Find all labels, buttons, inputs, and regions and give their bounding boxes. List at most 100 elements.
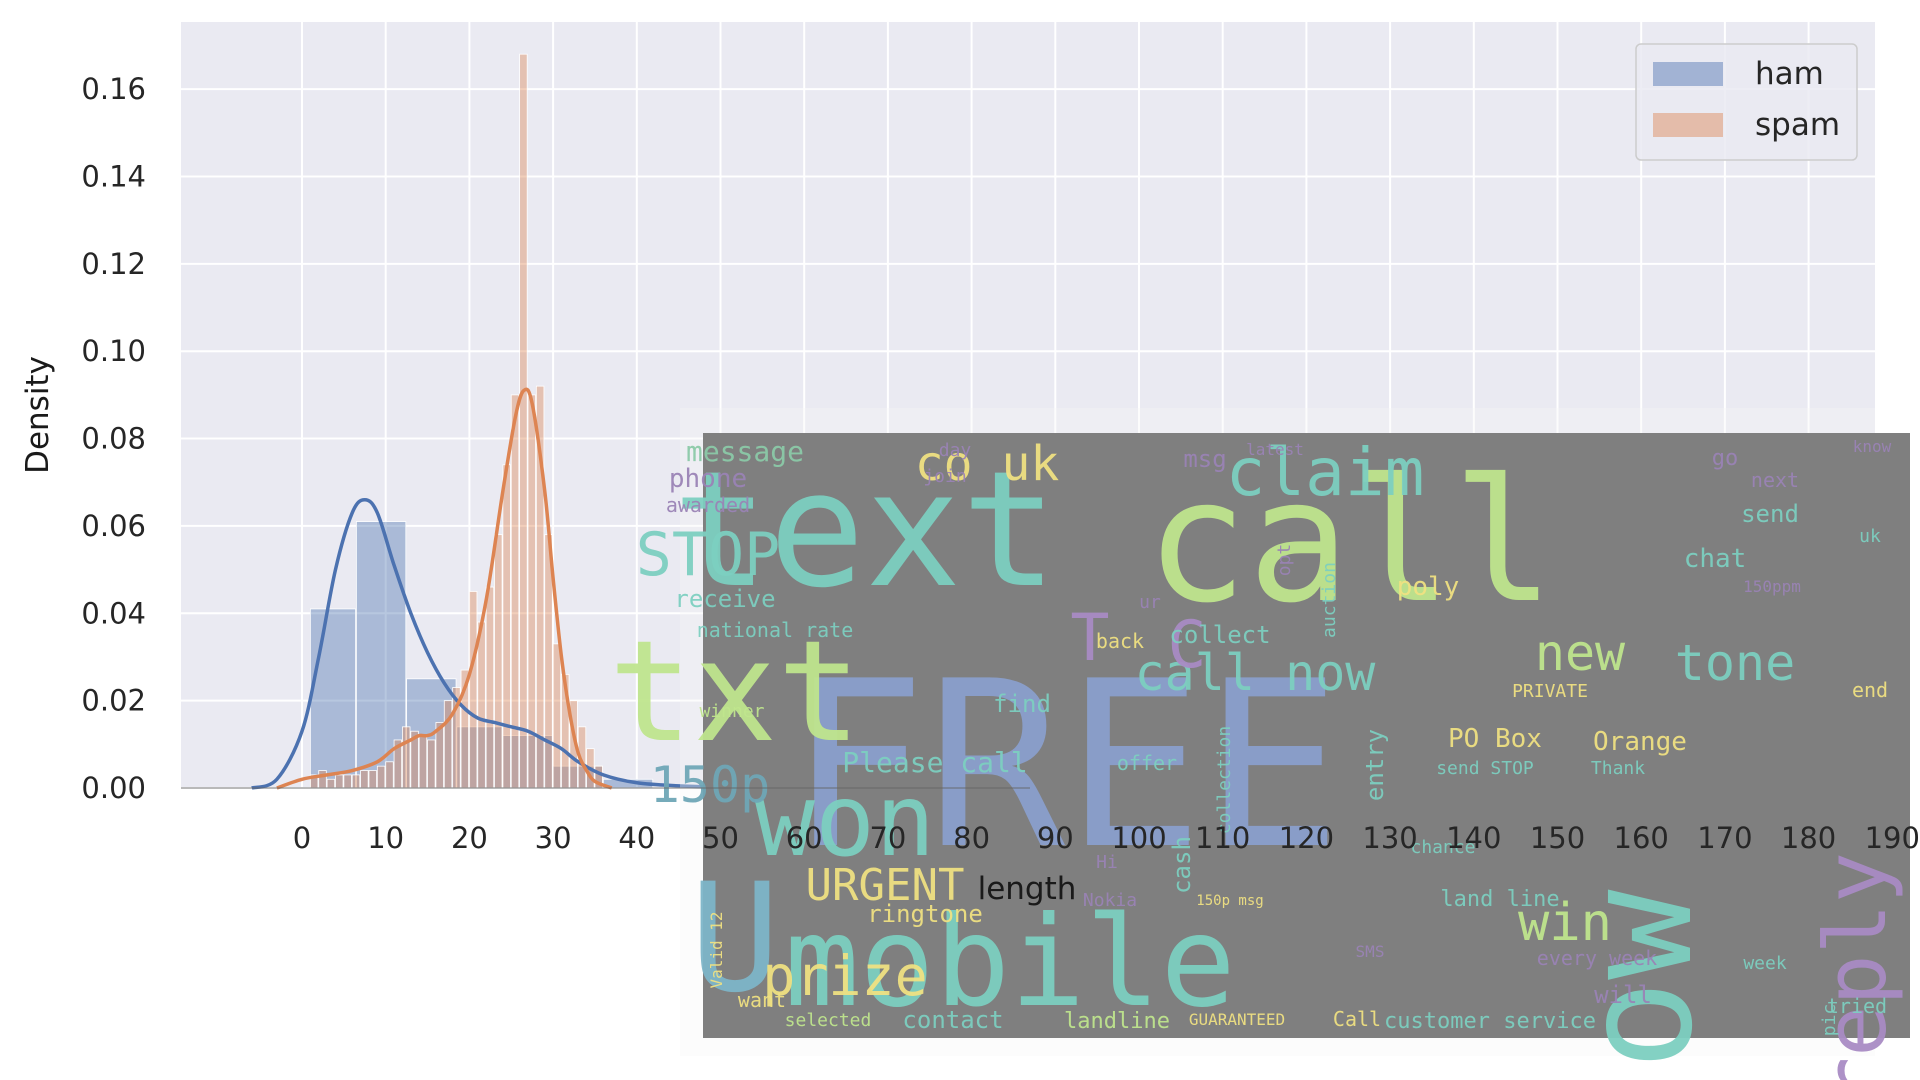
wordcloud-word: entry xyxy=(1361,729,1389,801)
spam-hist-bar xyxy=(335,775,343,788)
x-tick-label: 0 xyxy=(293,821,311,855)
spam-hist-bar xyxy=(486,587,494,788)
wordcloud-word: Orange xyxy=(1593,727,1687,757)
x-tick-label: 70 xyxy=(869,821,906,855)
x-tick-label: 150 xyxy=(1530,821,1585,855)
wordcloud-word: latest xyxy=(1246,440,1304,459)
wordcloud-word: customer service xyxy=(1384,1009,1596,1034)
x-tick-label: 180 xyxy=(1781,821,1836,855)
wordcloud-word: national rate xyxy=(697,618,854,642)
spam-hist-bar xyxy=(352,775,360,788)
spam-hist-bar xyxy=(419,736,427,788)
spam-hist-bar xyxy=(428,740,436,788)
x-tick-label: 170 xyxy=(1697,821,1752,855)
wordcloud-word: PRIVATE xyxy=(1512,681,1588,702)
wordcloud-word: Please call xyxy=(842,746,1027,779)
spam-hist-bar xyxy=(495,535,503,788)
wordcloud-word: Call xyxy=(1333,1007,1381,1031)
y-tick-labels: 0.00 0.02 0.04 0.06 0.08 0.10 0.12 0.14 0.16 xyxy=(81,72,146,805)
x-tick-label: 160 xyxy=(1614,821,1669,855)
x-tick-label: 120 xyxy=(1279,821,1334,855)
wordcloud-word: auction xyxy=(1319,562,1340,638)
wordcloud-word: want xyxy=(738,988,786,1012)
y-tick-label: 0.10 xyxy=(81,334,146,368)
x-tick-label: 60 xyxy=(786,821,823,855)
wordcloud-word: chat xyxy=(1684,544,1747,574)
x-tick-label: 40 xyxy=(618,821,655,855)
wordcloud-word: go xyxy=(1712,446,1739,471)
x-tick-label: 50 xyxy=(702,821,739,855)
wordcloud-word: cash xyxy=(1168,836,1196,894)
x-tick-label: 80 xyxy=(953,821,990,855)
spam-hist-bar xyxy=(553,644,561,788)
spam-hist-bar xyxy=(528,395,536,788)
wordcloud-word: STOP xyxy=(636,520,781,590)
wordcloud-word: 150p msg xyxy=(1196,893,1263,909)
x-tick-label: 90 xyxy=(1037,821,1074,855)
wordcloud-word: back xyxy=(1096,629,1144,653)
legend-ham-label: ham xyxy=(1755,56,1824,92)
wordcloud-word: ur xyxy=(1139,592,1161,613)
y-tick-label: 0.04 xyxy=(81,596,146,630)
spam-hist-bar xyxy=(478,622,486,788)
wordcloud-word: Thank xyxy=(1591,758,1645,779)
spam-hist-bar xyxy=(469,591,477,788)
x-tick-label: 100 xyxy=(1111,821,1166,855)
spam-hist-bar xyxy=(369,771,377,788)
wordcloud-word: opt xyxy=(1274,544,1295,577)
spam-hist-bar xyxy=(520,54,528,788)
x-tick-label: 20 xyxy=(451,821,488,855)
legend-spam-swatch xyxy=(1653,113,1723,137)
wordcloud-word: join xyxy=(923,466,966,487)
wordcloud-word: winner xyxy=(699,701,764,722)
wordcloud-word: collect xyxy=(1169,621,1270,649)
y-tick-label: 0.14 xyxy=(81,159,146,193)
spam-hist-bar xyxy=(344,775,352,788)
wordcloud-word: awarded xyxy=(666,493,750,517)
wordcloud-word: SMS xyxy=(1356,942,1385,961)
wordcloud-word: Hi xyxy=(1096,852,1118,873)
y-tick-label: 0.06 xyxy=(81,509,146,543)
x-tick-label: 110 xyxy=(1195,821,1250,855)
legend: ham spam xyxy=(1636,44,1857,160)
spam-hist-bar xyxy=(402,727,410,788)
wordcloud-word: selected xyxy=(785,1010,872,1031)
wordcloud-word: GUARANTEED xyxy=(1189,1010,1285,1029)
wordcloud-word: know xyxy=(1853,437,1892,456)
wordcloud-word: Valid 12 xyxy=(707,911,726,988)
y-tick-label: 0.02 xyxy=(81,684,146,718)
wordcloud-word: poly xyxy=(1397,572,1460,602)
wordcloud-word: every week xyxy=(1537,946,1657,970)
spam-hist-bar xyxy=(377,766,385,788)
wordcloud-word: phone xyxy=(669,464,747,494)
legend-spam-label: spam xyxy=(1755,107,1840,143)
wordcloud-word: find xyxy=(993,690,1051,718)
wordcloud-word: week xyxy=(1743,953,1787,974)
wordcloud-word: landline xyxy=(1064,1009,1170,1034)
y-tick-label: 0.08 xyxy=(81,422,146,456)
x-tick-label: 30 xyxy=(535,821,572,855)
wordcloud-word: reply xyxy=(1807,852,1906,1080)
wordcloud-word: receive xyxy=(674,585,775,613)
x-axis-label: length xyxy=(978,871,1077,907)
x-tick-label: 190 xyxy=(1865,821,1920,855)
wordcloud-word: uk xyxy=(1859,526,1881,547)
x-tick-label: 130 xyxy=(1362,821,1417,855)
wordcloud-word: Nokia xyxy=(1083,890,1137,911)
wordcloud-word: contact xyxy=(902,1006,1003,1034)
wordcloud-word: will xyxy=(1594,981,1652,1009)
spam-hist-bar xyxy=(327,779,335,788)
y-tick-label: 0.16 xyxy=(81,72,146,106)
wordcloud-word: offer xyxy=(1117,751,1177,775)
wordcloud-word: prize xyxy=(762,944,928,1008)
wordcloud-word: send xyxy=(1741,500,1799,528)
x-tick-label: 140 xyxy=(1446,821,1501,855)
wordcloud-word: end xyxy=(1852,678,1888,702)
wordcloud-word: day xyxy=(939,440,972,461)
ham-hist-bar xyxy=(310,609,355,788)
wordcloud-word: pic xyxy=(1819,1004,1840,1037)
wordcloud-word: ringtone xyxy=(867,900,983,928)
wordcloud-word: tone xyxy=(1675,634,1795,692)
spam-hist-bar xyxy=(319,771,327,788)
